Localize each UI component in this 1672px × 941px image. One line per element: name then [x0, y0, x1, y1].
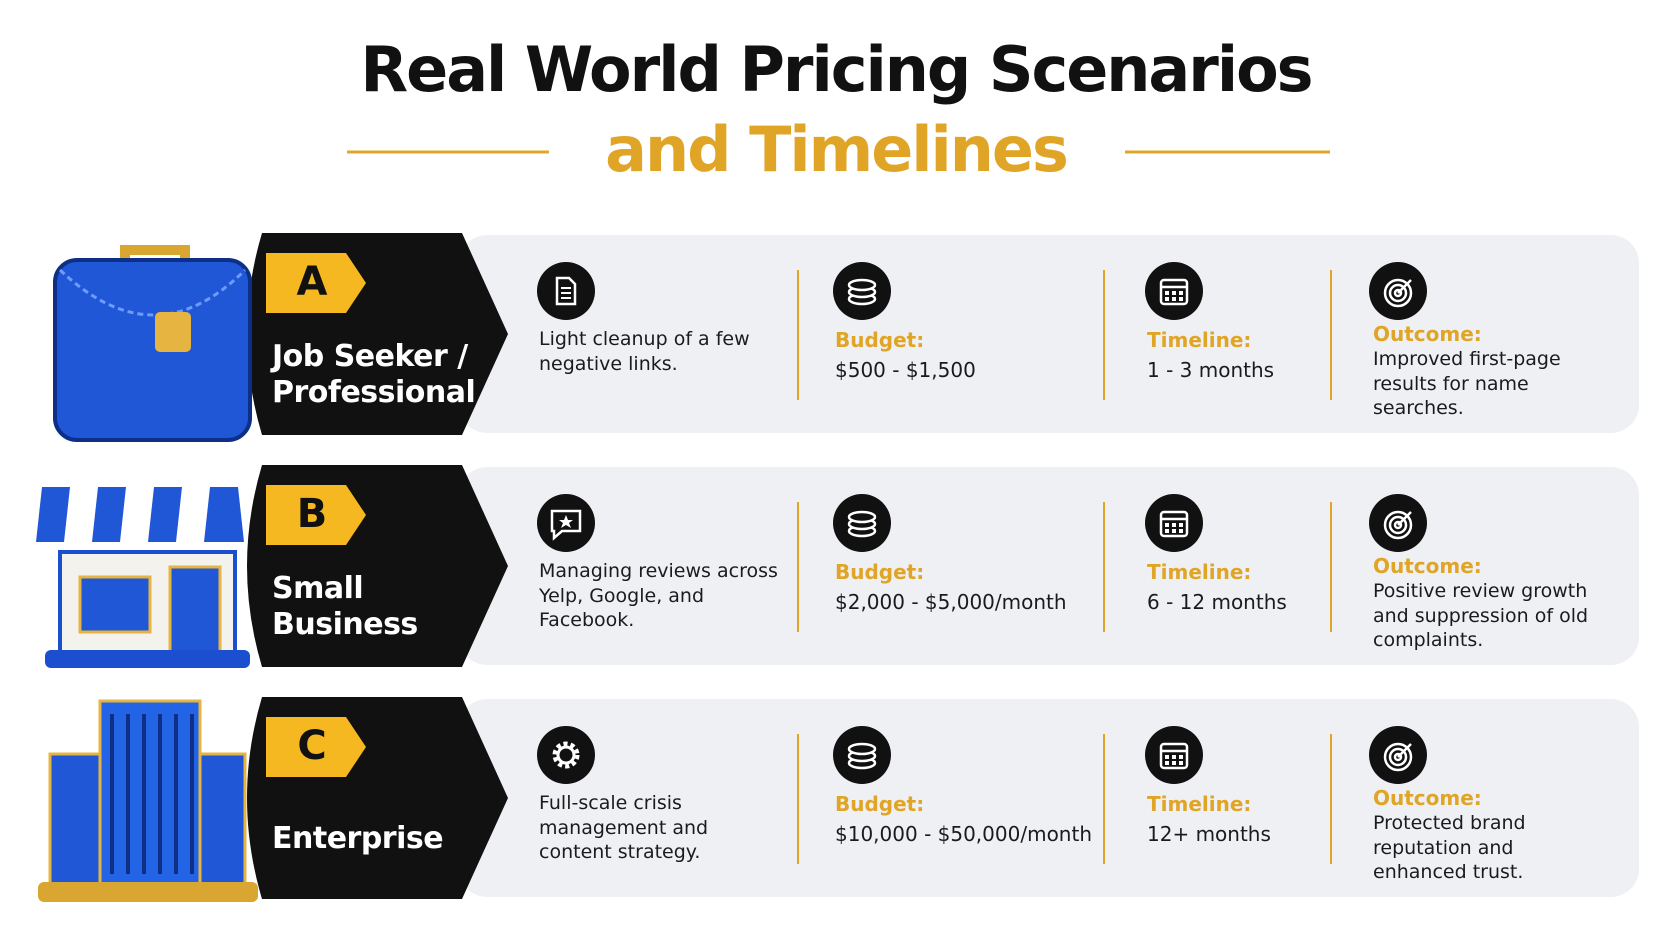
scenario-name: Business: [272, 607, 418, 642]
description: Light cleanup of a few negative links.: [539, 328, 750, 375]
budget-label: Budget:: [835, 792, 925, 816]
budget-label: Budget:: [835, 328, 925, 352]
card: [459, 467, 1639, 665]
outcome: Protected brand reputation and enhanced …: [1373, 812, 1526, 884]
icon-shape: [1172, 291, 1176, 295]
budget: $500 - $1,500: [835, 358, 976, 382]
icon: [537, 262, 595, 320]
illustration: [204, 487, 244, 542]
letter: A: [296, 259, 328, 305]
icon-shape: [847, 278, 877, 292]
icon-shape: [1179, 529, 1183, 533]
icon-shape: [1397, 511, 1412, 526]
scenario-row: [36, 465, 1639, 668]
icon-shape: [1172, 761, 1176, 765]
icon-shape: [1388, 515, 1408, 535]
outcome-label: Outcome:: [1373, 786, 1482, 810]
budget: $10,000 - $50,000/month: [835, 822, 1092, 846]
letter-badge: [266, 485, 366, 545]
icon-shape: [1397, 743, 1412, 758]
icon-shape: [556, 745, 576, 765]
outcome-label: Outcome:: [1373, 554, 1482, 578]
icon-shape: [1388, 283, 1408, 303]
outcome: Improved first-page results for name sea…: [1373, 348, 1561, 420]
letter: B: [296, 491, 328, 537]
description: Full-scale crisis management and content…: [539, 792, 709, 864]
scenario-name: Professional: [272, 375, 476, 410]
timeline-label: Timeline:: [1147, 328, 1252, 352]
icon-shape: [1179, 291, 1183, 295]
timeline-label: Timeline:: [1147, 792, 1252, 816]
icon-shape: [1393, 520, 1403, 530]
icon-shape: [1165, 529, 1169, 533]
icon-shape: [1172, 297, 1176, 301]
icon-shape: [1179, 761, 1183, 765]
icon: [537, 726, 595, 784]
outcome: Positive review growth and suppression o…: [1373, 580, 1589, 652]
icon-shape: [1159, 742, 1189, 770]
icon-shape: [1397, 279, 1412, 294]
icon-shape: [1383, 742, 1413, 772]
icon-shape: [1179, 523, 1183, 527]
icon-shape: [550, 509, 582, 541]
timeline: 6 - 12 months: [1147, 590, 1287, 614]
icon-shape: [1172, 529, 1176, 533]
scenario-row: [53, 233, 1639, 442]
title: Real World Pricing Scenarios: [360, 33, 1313, 106]
illustration: [45, 650, 250, 668]
icon-shape: [847, 510, 877, 524]
illustration: [168, 565, 222, 654]
timeline: 12+ months: [1147, 822, 1271, 846]
icon-shape: [1165, 291, 1169, 295]
icon-shape: [847, 742, 877, 756]
timeline: 1 - 3 months: [1147, 358, 1275, 382]
icon-shape: [1179, 297, 1183, 301]
card: [459, 699, 1639, 897]
outcome-label: Outcome:: [1373, 322, 1482, 346]
icon-shape: [1383, 278, 1413, 308]
illustration: [98, 699, 202, 886]
icon-shape: [552, 741, 580, 769]
icon-shape: [1393, 752, 1403, 762]
card: [459, 235, 1639, 433]
timeline-label: Timeline:: [1147, 560, 1252, 584]
illustration: [38, 882, 258, 902]
scenario-name: Enterprise: [272, 821, 444, 856]
icon-shape: [1165, 755, 1169, 759]
illustration: [155, 312, 191, 352]
icon-shape: [1172, 523, 1176, 527]
icon-shape: [1393, 288, 1403, 298]
illustration: [58, 268, 247, 317]
budget: $2,000 - $5,000/month: [835, 590, 1067, 614]
scenario-name: Small: [272, 571, 364, 606]
icon-shape: [1159, 278, 1189, 306]
icon-shape: [1159, 510, 1189, 538]
letter-badge: [266, 717, 366, 777]
illustration: [53, 258, 252, 442]
icon-shape: [1165, 761, 1169, 765]
icon-shape: [1165, 297, 1169, 301]
scenario-row: [38, 697, 1639, 902]
illustration: [120, 245, 190, 263]
scenario-name: Job Seeker /: [272, 339, 468, 374]
icon-shape: [1179, 755, 1183, 759]
icon-shape: [1165, 523, 1169, 527]
icon-shape: [1383, 510, 1413, 540]
icon-shape: [559, 515, 573, 528]
title: and Timelines: [605, 113, 1069, 186]
illustration: [78, 575, 152, 634]
icon-shape: [1172, 755, 1176, 759]
budget-label: Budget:: [835, 560, 925, 584]
icon-shape: [1388, 747, 1408, 767]
letter: C: [297, 723, 327, 769]
description: Managing reviews across Yelp, Google, an…: [539, 560, 778, 632]
icon-shape: [555, 276, 577, 306]
letter-badge: [266, 253, 366, 313]
